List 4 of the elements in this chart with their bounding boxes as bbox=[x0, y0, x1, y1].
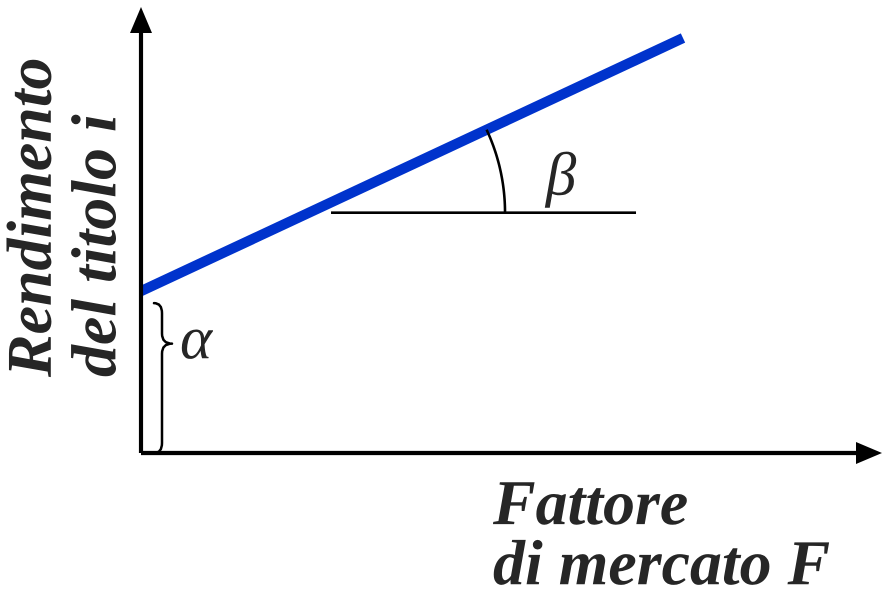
y-axis-title: Rendimento del titolo i bbox=[6, 60, 116, 378]
annotation: α bbox=[182, 329, 214, 359]
annotation: β bbox=[544, 152, 576, 208]
x-axis-title: Fattore di mercato F bbox=[492, 482, 830, 585]
